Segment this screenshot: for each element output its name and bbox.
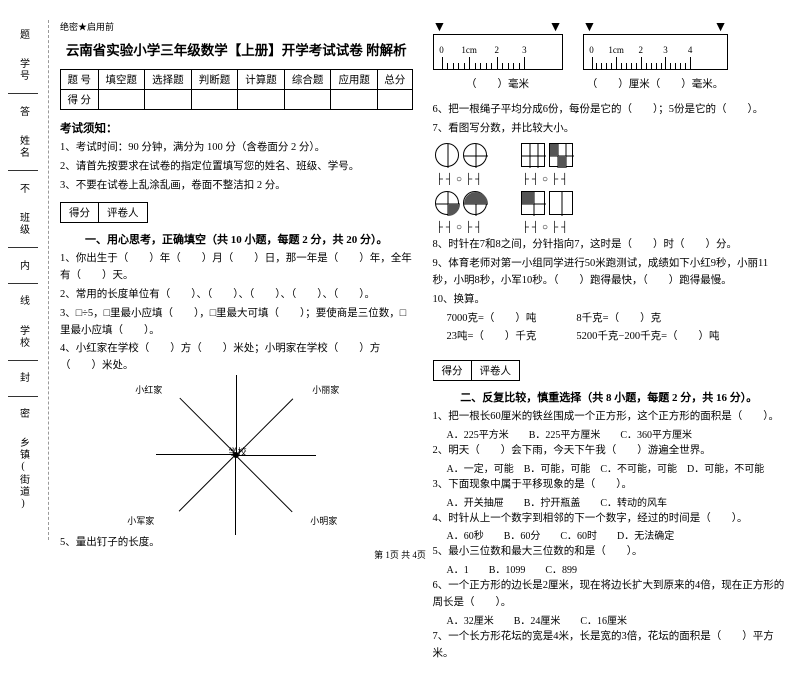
sub-question: 8千克=（ ）克 [576, 311, 719, 328]
grade-box: 得分 评卷人 [60, 202, 148, 223]
question: 6、把一根绳子平均分成6份，每份是它的（ ）；5份是它的（ ）。 [433, 102, 786, 119]
left-column: 绝密★启用前 云南省实验小学三年级数学【上册】开学考试试卷 附解析 题 号 填空… [60, 20, 413, 664]
margin-label: 不 [16, 183, 31, 195]
question: 5、最小三位数和最大三位数的和是（ ）。 [433, 544, 786, 561]
question: 3、下面现象中属于平移现象的是（ ）。 [433, 477, 786, 494]
compare-symbols: ├┤○├┤ [436, 174, 485, 185]
fraction-row: ├┤○├┤ ├┤○├┤ [433, 141, 786, 185]
question: 6、一个正方形的边长是2厘米，现在将边长扩大到原来的4倍，现在正方形的周长是（ … [433, 578, 786, 612]
margin-field: 学号 [16, 58, 31, 82]
options: A．开关抽屉 B．拧开瓶盖 C．转动的风车 [447, 496, 786, 511]
grade-box: 得分 评卷人 [433, 360, 521, 381]
question: 7、一个长方形花坛的宽是4米，长是宽的3倍，花坛的面积是（ ）平方米。 [433, 629, 786, 663]
direction-diagram: 学校 小红家 小明家 小军家 小丽家 [141, 385, 331, 525]
exam-title: 云南省实验小学三年级数学【上册】开学考试试卷 附解析 [60, 39, 413, 59]
td: 得 分 [61, 90, 99, 110]
sub-question: 5200千克−200千克=（ ）吨 [576, 329, 719, 346]
options: A．60秒 B．60分 C．60时 D．无法确定 [447, 529, 786, 544]
compare-symbols: ├┤○├┤ [436, 222, 485, 233]
td[interactable] [191, 90, 238, 110]
ruler-answer: （ ）毫米 [433, 77, 563, 94]
margin-label: 答 [16, 106, 31, 118]
star-label: 学校 [229, 445, 247, 458]
question: 2、明天（ ）会下雨，今天下午我（ ）游遍全世界。 [433, 443, 786, 460]
th: 综合题 [284, 70, 331, 90]
th: 计算题 [238, 70, 285, 90]
td[interactable] [284, 90, 331, 110]
margin-label: 题 [16, 29, 31, 41]
question: 1、把一根长60厘米的铁丝围成一个正方形，这个正方形的面积是（ ）。 [433, 409, 786, 426]
star-label: 小红家 [135, 383, 162, 396]
td[interactable] [377, 90, 412, 110]
notice-heading: 考试须知： [60, 120, 413, 136]
options: A．1 B．1099 C．899 [447, 563, 786, 578]
margin-field: 乡镇(街道) [16, 437, 31, 511]
margin-label: 封 [16, 372, 31, 384]
question: 8、时针在7和8之间，分针指向7，这时是（ ）时（ ）分。 [433, 237, 786, 254]
sub-question: 7000克=（ ）吨 [447, 311, 537, 328]
star-label: 小军家 [127, 514, 154, 527]
notice-item: 3、不要在试卷上乱涂乱画，卷面不整洁扣 2 分。 [60, 178, 413, 195]
margin-field: 学校 [16, 325, 31, 349]
secrecy-label: 绝密★启用前 [60, 20, 413, 33]
margin-field: 班级 [16, 212, 31, 236]
th: 题 号 [61, 70, 99, 90]
question: 2、常用的长度单位有（ ）、（ ）、（ ）、（ ）、（ ）。 [60, 287, 413, 304]
compare-symbols: ├┤○├┤ [522, 222, 571, 233]
margin-label: 线 [16, 295, 31, 307]
grade-label: 得分 [434, 361, 472, 380]
page-footer: 第 1页 共 4页 [374, 548, 426, 561]
fold-line [48, 20, 49, 540]
ruler-diagram: 01cm23 [433, 34, 563, 70]
td[interactable] [98, 90, 145, 110]
margin-line [8, 247, 38, 248]
th: 选择题 [145, 70, 192, 90]
margin-line [8, 396, 38, 397]
compare-symbols: ├┤○├┤ [522, 174, 571, 185]
section1-title: 一、用心思考，正确填空（共 10 小题，每题 2 分，共 20 分）。 [60, 231, 413, 247]
margin-label: 密 [16, 408, 31, 420]
options: A．一定，可能 B．可能，可能 C．不可能，可能 D．可能，不可能 [447, 462, 786, 477]
td[interactable] [238, 90, 285, 110]
question: 9、体育老师对第一小组同学进行50米跑测试，成绩如下小红9秒，小丽11秒，小明8… [433, 256, 786, 290]
options: A．225平方米 B．225平方厘米 C．360平方厘米 [447, 428, 786, 443]
question: 4、小红家在学校（ ）方（ ）米处；小明家在学校（ ）方（ ）米处。 [60, 341, 413, 375]
star-label: 小丽家 [312, 383, 339, 396]
notice-item: 1、考试时间：90 分钟，满分为 100 分（含卷面分 2 分）。 [60, 140, 413, 157]
td[interactable] [331, 90, 378, 110]
section2-title: 二、反复比较，慎重选择（共 8 小题，每题 2 分，共 16 分）。 [433, 389, 786, 405]
grader-label: 评卷人 [99, 203, 147, 222]
margin-line [8, 170, 38, 171]
grade-label: 得分 [61, 203, 99, 222]
grader-label: 评卷人 [472, 361, 520, 380]
th: 填空题 [98, 70, 145, 90]
question: 3、□÷5，□里最小应填（ ），□里最大可填（ ）；要使商是三位数，□里最小应填… [60, 306, 413, 340]
th: 判断题 [191, 70, 238, 90]
th: 总分 [377, 70, 412, 90]
question: 10、换算。 [433, 292, 786, 309]
right-column: ▼▼ 01cm23 （ ）毫米 ▼▼ 01cm234 （ ）厘米（ ）毫米。 6… [433, 20, 786, 664]
margin-field: 姓名 [16, 135, 31, 159]
question: 5、量出钉子的长度。 [60, 535, 413, 552]
question: 4、时针从上一个数字到相邻的下一个数字，经过的时间是（ ）。 [433, 511, 786, 528]
margin-line [8, 93, 38, 94]
score-table: 题 号 填空题 选择题 判断题 计算题 综合题 应用题 总分 得 分 [60, 69, 413, 110]
td[interactable] [145, 90, 192, 110]
margin-line [8, 283, 38, 284]
margin-line [8, 360, 38, 361]
ruler-diagram: 01cm234 [583, 34, 728, 70]
options: A．32厘米 B．24厘米 C．16厘米 [447, 614, 786, 629]
star-label: 小明家 [310, 514, 337, 527]
fraction-row: ├┤○├┤ ├┤○├┤ [433, 189, 786, 233]
th: 应用题 [331, 70, 378, 90]
question: 1、你出生于（ ）年（ ）月（ ）日，那一年是（ ）年，全年有（ ）天。 [60, 251, 413, 285]
notice-item: 2、请首先按要求在试卷的指定位置填写您的姓名、班级、学号。 [60, 159, 413, 176]
sub-question: 23吨=（ ）千克 [447, 329, 537, 346]
margin-label: 内 [16, 260, 31, 272]
question: 7、看图写分数，并比较大小。 [433, 121, 786, 138]
ruler-answer: （ ）厘米（ ）毫米。 [583, 77, 728, 94]
